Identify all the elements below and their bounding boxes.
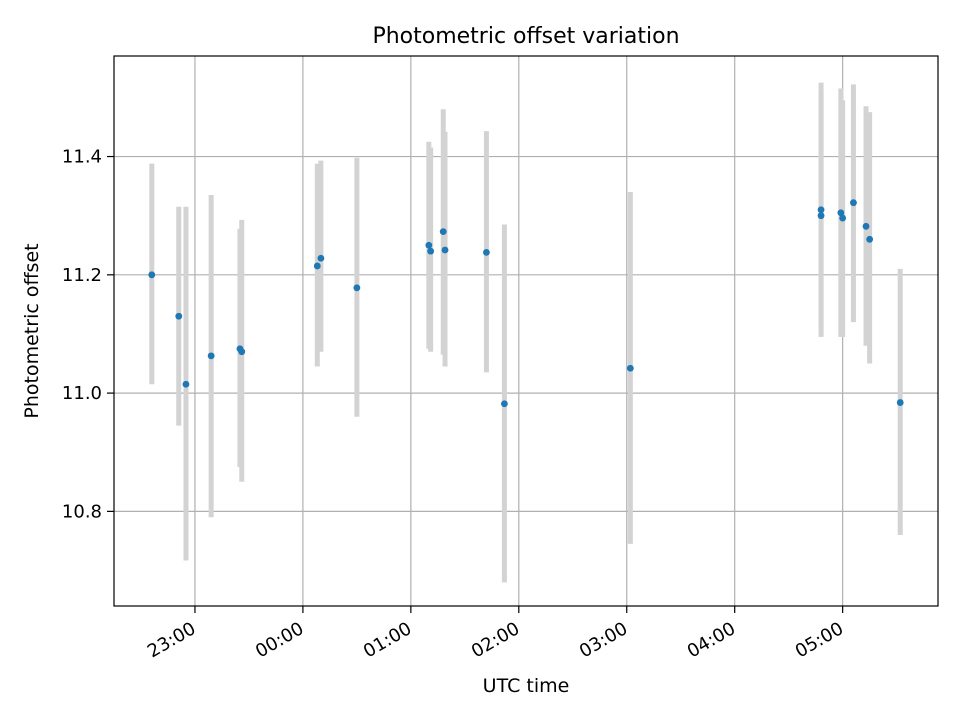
chart-title: Photometric offset variation [372,24,679,49]
data-point [837,209,845,217]
y-tick-label: 10.8 [62,501,102,522]
data-point [313,262,321,270]
data-point [148,271,156,279]
data-point [817,206,825,214]
data-point [850,199,857,207]
y-axis-label: Photometric offset [21,243,43,418]
data-point [501,400,508,408]
data-point [427,247,435,255]
data-point [439,228,447,236]
data-point [425,241,433,249]
data-point [817,212,825,220]
plot-frame [113,55,939,607]
data-point [866,235,874,243]
data-point [238,348,246,356]
y-axis-ticks: 10.8 11.0 11.2 11.4 [62,147,114,522]
y-tick-label: 11.2 [62,265,102,286]
data-point [353,284,361,292]
data-point [441,246,449,254]
data-point [839,214,847,222]
data-point [483,248,490,256]
y-tick-label: 11.0 [62,383,102,404]
data-points [148,199,904,408]
data-point [626,364,634,372]
data-point [175,312,183,320]
grid [114,56,938,606]
data-point [896,399,904,406]
x-axis-label: UTC time [483,675,570,697]
data-point [207,352,215,360]
y-tick-label: 11.4 [62,147,102,168]
data-point [182,380,190,388]
data-point [862,222,870,230]
data-point [317,254,325,262]
